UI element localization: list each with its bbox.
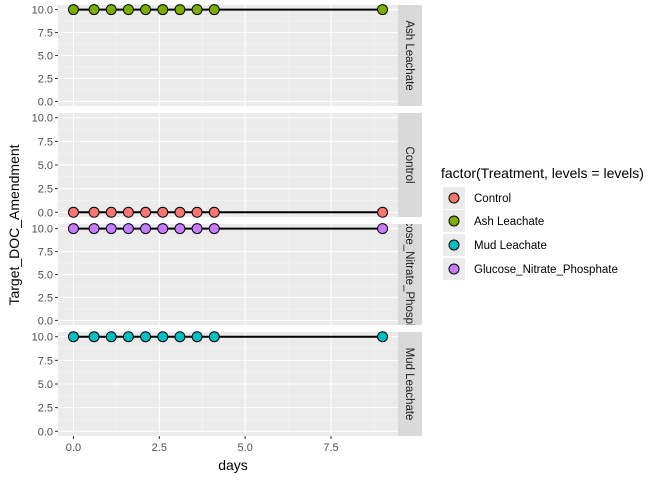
data-point [377, 4, 389, 16]
facet-panels: 0.0 2.5 5.0 7.5 10.0 Ash Leachate 0.0 2.5 5.0 7.5… [32, 4, 422, 438]
y-tick-label: 5.0 [38, 379, 53, 391]
data-point [191, 4, 203, 16]
data-point [122, 331, 134, 343]
data-point [191, 331, 203, 343]
y-tick-label: 5.0 [38, 51, 53, 63]
data-point [157, 206, 169, 218]
data-point [122, 4, 134, 16]
y-axis-title: Target_DOC_Amendment [6, 144, 22, 305]
data-point [88, 223, 100, 235]
data-point [140, 206, 152, 218]
data-point [105, 331, 117, 343]
data-point [377, 206, 389, 218]
y-tick-label: 7.5 [38, 355, 53, 367]
data-point [208, 4, 220, 16]
facet-panel: 0.0 2.5 5.0 7.5 10.0 Glucose_Nitrate_Phosphat… [32, 203, 422, 347]
data-point [67, 4, 79, 16]
x-tick-label: 0.0 [66, 442, 81, 454]
legend-label: Control [474, 193, 511, 205]
data-point [377, 331, 389, 343]
data-point [140, 223, 152, 235]
facet-strip [398, 332, 422, 436]
facet-strip [398, 224, 422, 325]
y-tick-label: 0.0 [38, 315, 53, 327]
x-tick-label: 7.5 [323, 442, 338, 454]
legend-entry: Mud Leachate [443, 234, 547, 256]
data-point [157, 223, 169, 235]
facet-strip-label: Ash Leachate [403, 20, 415, 90]
data-point [105, 223, 117, 235]
y-tick-label: 2.5 [38, 292, 53, 304]
y-tick-label: 2.5 [38, 184, 53, 196]
data-point [105, 206, 117, 218]
data-point [140, 4, 152, 16]
data-point [208, 206, 220, 218]
data-point [208, 331, 220, 343]
data-point [191, 206, 203, 218]
y-tick-label: 0.0 [38, 207, 53, 219]
data-point [174, 223, 186, 235]
legend-title: factor(Treatment, levels = levels) [441, 165, 644, 181]
data-point [67, 206, 79, 218]
legend-entry: Ash Leachate [443, 210, 544, 232]
legend-key [448, 215, 460, 227]
data-point [157, 4, 169, 16]
y-tick-label: 0.0 [38, 96, 53, 108]
data-point [191, 223, 203, 235]
data-point [140, 331, 152, 343]
data-point [122, 223, 134, 235]
x-axis: 0.0 2.5 5.0 7.5 [66, 436, 339, 454]
y-tick-label: 7.5 [38, 247, 53, 259]
legend-entry: Glucose_Nitrate_Phosphate [443, 258, 618, 280]
legend-label: Glucose_Nitrate_Phosphate [474, 264, 618, 276]
data-point [88, 206, 100, 218]
data-point [174, 206, 186, 218]
data-point [377, 223, 389, 235]
facet-strip-label: Mud Leachate [403, 348, 415, 421]
x-tick-label: 2.5 [152, 442, 167, 454]
data-point [105, 4, 117, 16]
x-tick-label: 5.0 [238, 442, 253, 454]
data-point [67, 331, 79, 343]
y-tick-label: 10.0 [32, 5, 53, 17]
facet-strip [398, 113, 422, 217]
facet-strip [398, 5, 422, 106]
data-point [88, 4, 100, 16]
y-tick-label: 7.5 [38, 28, 53, 40]
data-point [208, 223, 220, 235]
legend-entry: Control [443, 187, 511, 209]
facet-panel: 0.0 2.5 5.0 7.5 10.0 Control [32, 113, 422, 219]
y-tick-label: 10.0 [32, 113, 53, 125]
facet-panel: 0.0 2.5 5.0 7.5 10.0 Ash Leachate [32, 4, 422, 108]
y-tick-label: 10.0 [32, 224, 53, 236]
legend-key [448, 239, 460, 251]
data-point [157, 331, 169, 343]
facet-strip-label: Control [403, 146, 415, 183]
y-tick-label: 10.0 [32, 332, 53, 344]
data-point [122, 206, 134, 218]
legend-label: Mud Leachate [474, 240, 547, 252]
facet-strip-label: Glucose_Nitrate_Phosphate [403, 203, 415, 347]
legend-key [448, 263, 460, 275]
data-point [174, 331, 186, 343]
facet-panel: 0.0 2.5 5.0 7.5 10.0 Mud Leachate [32, 331, 422, 438]
legend: factor(Treatment, levels = levels) Contr… [441, 165, 644, 280]
y-tick-label: 7.5 [38, 136, 53, 148]
y-tick-label: 2.5 [38, 403, 53, 415]
data-point [174, 4, 186, 16]
y-tick-label: 5.0 [38, 270, 53, 282]
legend-label: Ash Leachate [474, 216, 544, 228]
y-tick-label: 5.0 [38, 160, 53, 172]
data-point [88, 331, 100, 343]
x-axis-title: days [218, 457, 248, 473]
data-point [67, 223, 79, 235]
y-tick-label: 2.5 [38, 73, 53, 85]
y-tick-label: 0.0 [38, 426, 53, 438]
legend-key [448, 192, 460, 204]
